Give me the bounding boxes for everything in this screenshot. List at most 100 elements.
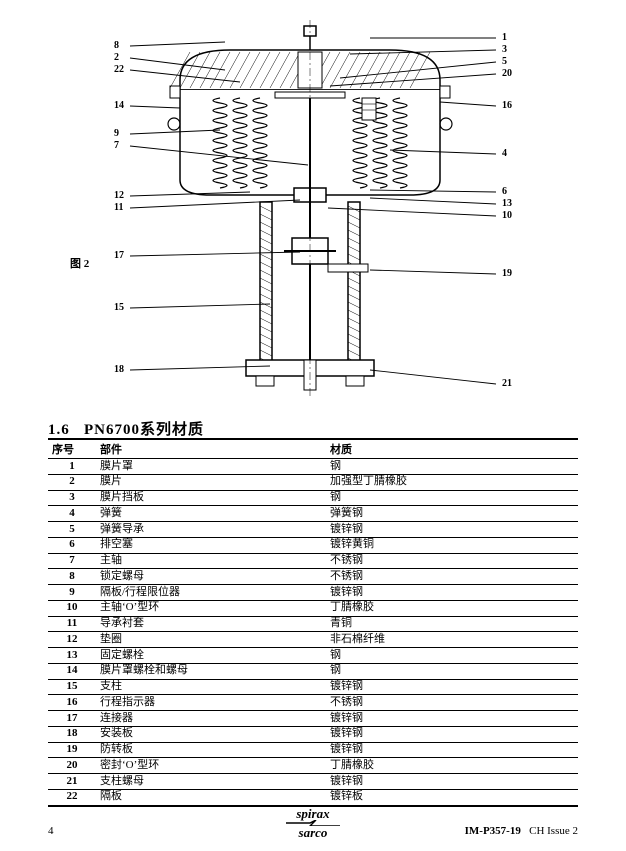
cell-part: 膜片挡板 [96, 490, 326, 506]
cell-index: 17 [48, 711, 96, 727]
doc-issue: CH Issue 2 [529, 825, 578, 837]
cell-material: 镀锌钢 [326, 742, 578, 758]
cell-index: 21 [48, 774, 96, 790]
cell-part: 安装板 [96, 726, 326, 742]
cell-part: 连接器 [96, 711, 326, 727]
cell-part: 膜片 [96, 474, 326, 490]
callout-label: 3 [502, 45, 507, 55]
table-row: 16行程指示器不锈钢 [48, 695, 578, 711]
cell-part: 隔板 [96, 789, 326, 805]
callout-label: 4 [502, 149, 507, 159]
table-row: 8锁定螺母不锈钢 [48, 569, 578, 585]
callout-label: 11 [114, 203, 123, 213]
callout-label: 17 [114, 251, 124, 261]
cell-index: 13 [48, 648, 96, 664]
table-row: 1膜片罩钢 [48, 459, 578, 475]
cell-index: 10 [48, 600, 96, 616]
cell-index: 6 [48, 537, 96, 553]
cell-material: 弹簧钢 [326, 506, 578, 522]
table-row: 21支柱螺母镀锌钢 [48, 774, 578, 790]
cell-part: 膜片罩 [96, 459, 326, 475]
cell-index: 7 [48, 553, 96, 569]
cell-material: 丁腈橡胶 [326, 758, 578, 774]
cell-material: 镀锌钢 [326, 679, 578, 695]
cell-material: 钢 [326, 490, 578, 506]
table-row: 22隔板镀锌板 [48, 789, 578, 805]
cell-index: 22 [48, 789, 96, 805]
cell-material: 加强型丁腈橡胶 [326, 474, 578, 490]
callout-label: 19 [502, 269, 512, 279]
cell-index: 8 [48, 569, 96, 585]
cell-part: 行程指示器 [96, 695, 326, 711]
cell-part: 膜片罩螺栓和螺母 [96, 663, 326, 679]
table-row: 15支柱镀锌钢 [48, 679, 578, 695]
table-row: 17连接器镀锌钢 [48, 711, 578, 727]
cell-index: 12 [48, 632, 96, 648]
table-row: 9隔板/行程限位器镀锌钢 [48, 585, 578, 601]
callout-label: 10 [502, 211, 512, 221]
cell-part: 弹簧导承 [96, 522, 326, 538]
cell-index: 1 [48, 459, 96, 475]
cell-index: 15 [48, 679, 96, 695]
cell-material: 非石棉纤维 [326, 632, 578, 648]
cell-part: 锁定螺母 [96, 569, 326, 585]
table-row: 10主轴‘O’型环丁腈橡胶 [48, 600, 578, 616]
table-row: 2膜片加强型丁腈橡胶 [48, 474, 578, 490]
callout-label: 14 [114, 101, 124, 111]
cell-material: 镀锌钢 [326, 774, 578, 790]
brand-logo: spirax sarco [286, 807, 340, 839]
cell-part: 密封‘O’型环 [96, 758, 326, 774]
cell-part: 导承衬套 [96, 616, 326, 632]
cell-material: 钢 [326, 459, 578, 475]
cell-index: 2 [48, 474, 96, 490]
cell-part: 垫圈 [96, 632, 326, 648]
table-row: 14膜片罩螺栓和螺母钢 [48, 663, 578, 679]
table-row: 4弹簧弹簧钢 [48, 506, 578, 522]
cell-index: 11 [48, 616, 96, 632]
cell-material: 不锈钢 [326, 695, 578, 711]
cell-material: 丁腈橡胶 [326, 600, 578, 616]
callout-label: 6 [502, 187, 507, 197]
materials-table-inner: 序号 部件 材质 1膜片罩钢2膜片加强型丁腈橡胶3膜片挡板钢4弹簧弹簧钢5弹簧导… [48, 438, 578, 807]
cell-index: 19 [48, 742, 96, 758]
callout-label: 9 [114, 129, 119, 139]
logo-bottom: sarco [299, 825, 328, 840]
th-part: 部件 [96, 439, 326, 459]
table-row: 6排空塞镀锌黄铜 [48, 537, 578, 553]
doc-id: IM-P357-19 [465, 825, 521, 837]
th-material: 材质 [326, 439, 578, 459]
cell-material: 镀锌钢 [326, 522, 578, 538]
callout-label: 13 [502, 199, 512, 209]
cell-part: 防转板 [96, 742, 326, 758]
cell-material: 不锈钢 [326, 569, 578, 585]
callout-label: 22 [114, 65, 124, 75]
cell-material: 钢 [326, 648, 578, 664]
page-number: 4 [48, 825, 54, 837]
cell-index: 9 [48, 585, 96, 601]
table-row: 19防转板镀锌钢 [48, 742, 578, 758]
callout-label: 16 [502, 101, 512, 111]
materials-table: 序号 部件 材质 1膜片罩钢2膜片加强型丁腈橡胶3膜片挡板钢4弹簧弹簧钢5弹簧导… [48, 438, 578, 807]
cell-part: 支柱螺母 [96, 774, 326, 790]
figure-caption: 图 2 [70, 255, 89, 271]
page-footer: 4 spirax sarco IM-P357-19 CH Issue 2 [0, 815, 626, 837]
callout-label: 21 [502, 379, 512, 389]
table-row: 12垫圈非石棉纤维 [48, 632, 578, 648]
cell-index: 18 [48, 726, 96, 742]
table-row: 20密封‘O’型环丁腈橡胶 [48, 758, 578, 774]
cell-part: 支柱 [96, 679, 326, 695]
table-row: 11导承衬套青铜 [48, 616, 578, 632]
callout-label: 2 [114, 53, 119, 63]
table-row: 7主轴不锈钢 [48, 553, 578, 569]
cell-material: 镀锌钢 [326, 711, 578, 727]
cell-part: 主轴‘O’型环 [96, 600, 326, 616]
cell-part: 排空塞 [96, 537, 326, 553]
actuator-svg [70, 20, 560, 410]
callout-label: 5 [502, 57, 507, 67]
cell-material: 钢 [326, 663, 578, 679]
th-index: 序号 [48, 439, 96, 459]
cell-material: 镀锌黄铜 [326, 537, 578, 553]
cell-material: 镀锌板 [326, 789, 578, 805]
cell-material: 青铜 [326, 616, 578, 632]
callout-label: 15 [114, 303, 124, 313]
